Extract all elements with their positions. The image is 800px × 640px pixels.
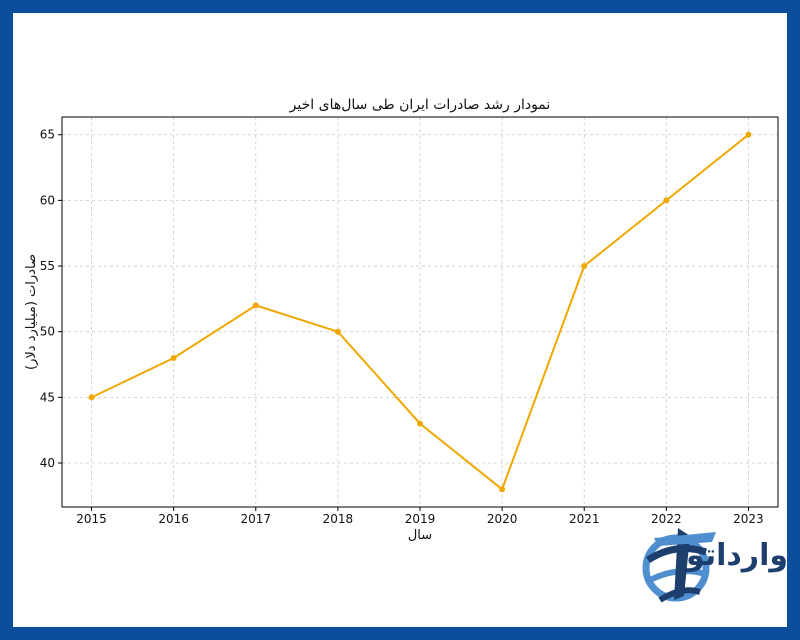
data-point [88,394,95,401]
y-tick-label: 65 [40,128,55,142]
y-tick-label: 60 [40,193,55,207]
data-point [663,197,670,204]
data-point [170,354,177,361]
data-points [88,131,752,493]
x-tick-label: 2020 [487,512,518,526]
data-point [499,486,506,493]
x-tick-label: 2017 [241,512,272,526]
x-tick-label: 2022 [651,512,682,526]
x-tick-label: 2016 [158,512,189,526]
data-point [581,263,588,270]
globe-plane-logo-icon [642,528,716,603]
data-point [252,302,259,309]
data-point [745,131,752,138]
chart-title: نمودار رشد صادرات ایران طی سال‌های اخیر [289,97,551,113]
y-tick-label: 55 [40,259,55,273]
grid [62,117,778,507]
x-tick-label: 2021 [569,512,600,526]
data-point [334,328,341,335]
y-tick-label: 45 [40,390,55,404]
x-axis-label: سال [408,528,432,543]
y-axis-label: صادرات (میلیارد دلار) [24,254,39,370]
data-point [417,420,423,427]
y-tick-label: 40 [40,456,55,470]
y-tick-label: 50 [40,325,55,339]
axis-ticks: 2015 2016 2017 2018 2019 2020 2021 2022 2023 40 45… [40,128,764,526]
x-tick-label: 2019 [405,512,436,526]
watermark-text: وارداتو [686,538,788,573]
x-tick-label: 2015 [76,512,107,526]
x-tick-label: 2018 [323,512,354,526]
watermark-logo: وارداتو [640,522,788,610]
x-tick-label: 2023 [733,512,764,526]
